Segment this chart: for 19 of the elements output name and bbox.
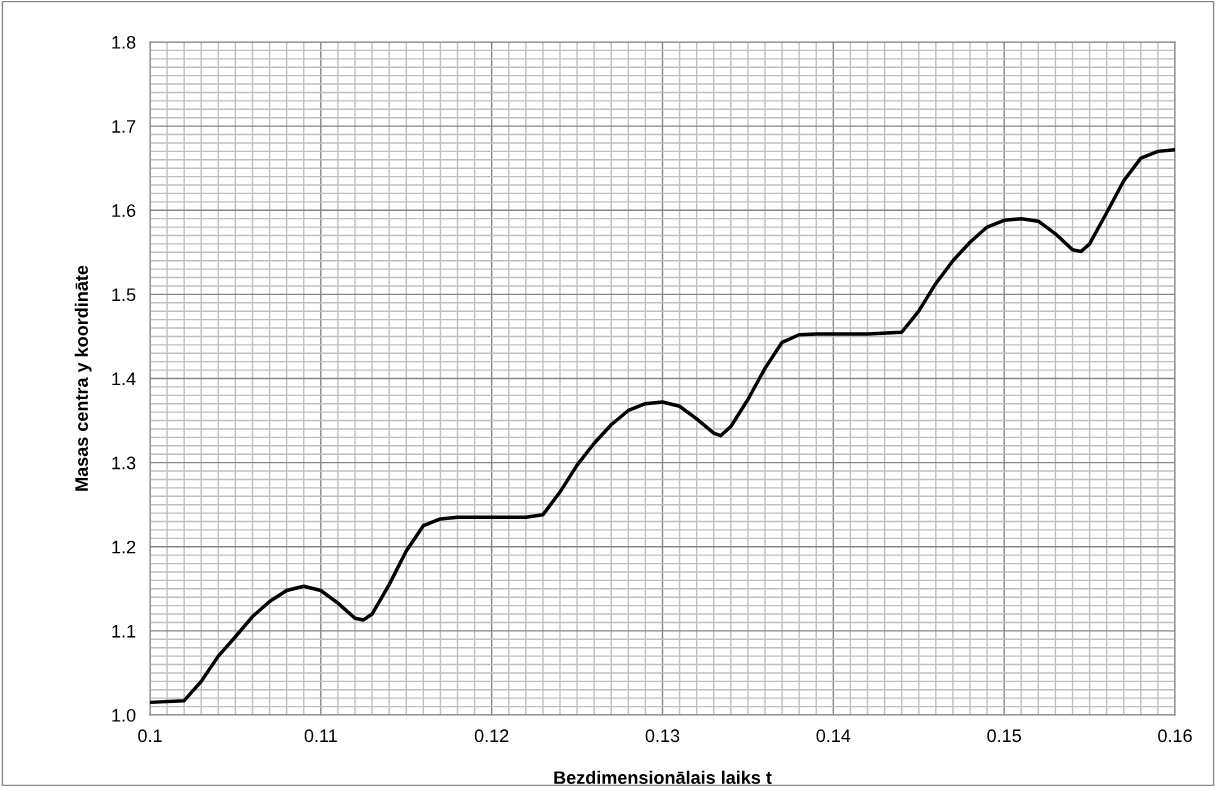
y-tick-label: 1.7 — [112, 120, 136, 133]
x-tick-label: 0.12 — [474, 729, 509, 743]
line-series — [150, 147, 1175, 705]
x-tick-label: 0.14 — [816, 729, 851, 743]
x-axis-title: Bezdimensionālais laiks t — [554, 770, 772, 784]
y-tick-label: 1.6 — [112, 204, 136, 217]
y-axis-title: Masas centra y koordināte — [74, 265, 92, 491]
y-tick-label: 1.2 — [112, 540, 136, 554]
x-tick-label: 0.13 — [645, 729, 680, 743]
y-tick-label: 1.0 — [112, 708, 136, 722]
x-tick-label: 0.16 — [1158, 729, 1192, 743]
y-tick-label: 1.1 — [112, 625, 136, 638]
y-tick-label: 1.4 — [112, 372, 136, 386]
y-tick-label: 1.3 — [112, 456, 136, 470]
x-tick-label: 0.15 — [987, 729, 1021, 743]
x-tick-label: 0.11 — [304, 729, 337, 743]
y-tick-label: 1.5 — [112, 288, 136, 302]
y-tick-label: 1.8 — [112, 35, 136, 49]
x-tick-label: 0.1 — [138, 729, 162, 743]
